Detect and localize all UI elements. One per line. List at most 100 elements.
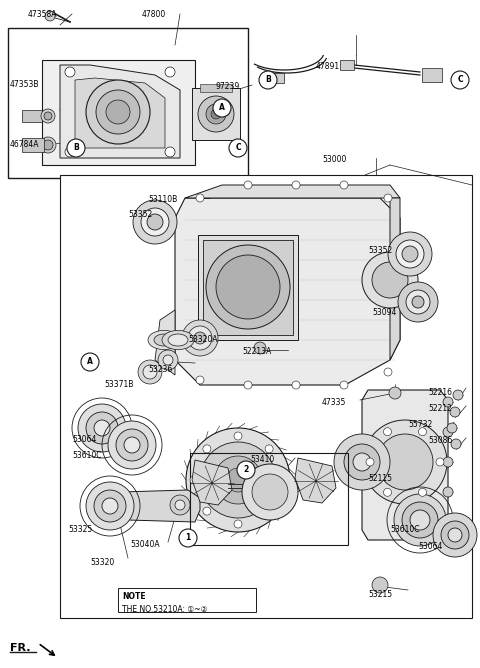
Circle shape [292,381,300,389]
Circle shape [196,194,204,202]
Circle shape [200,442,276,518]
Bar [422,68,442,82]
Circle shape [402,246,418,262]
Circle shape [334,434,390,490]
Text: 52212: 52212 [428,404,452,413]
Circle shape [292,181,300,189]
Circle shape [203,507,211,515]
Circle shape [198,96,234,132]
Circle shape [94,490,126,522]
Circle shape [229,139,247,157]
Circle shape [344,444,380,480]
Text: B: B [265,75,271,84]
Circle shape [44,112,52,120]
FancyArrowPatch shape [40,645,54,655]
Circle shape [419,428,427,436]
Text: 53064: 53064 [418,542,443,551]
Text: 53086: 53086 [428,436,452,445]
Circle shape [86,412,118,444]
Circle shape [384,368,392,376]
Circle shape [147,214,163,230]
Circle shape [433,513,477,557]
Circle shape [102,498,118,514]
Bar [190,453,348,545]
Circle shape [394,494,446,546]
Text: A: A [87,357,93,367]
Text: B: B [73,144,79,152]
Text: 52216: 52216 [428,388,452,397]
Circle shape [141,208,169,236]
Circle shape [133,200,177,244]
Polygon shape [185,185,400,198]
Bar [8,28,248,178]
Ellipse shape [162,331,194,349]
Ellipse shape [148,331,180,349]
Circle shape [43,140,53,150]
Bar [200,84,232,92]
Circle shape [163,355,173,365]
Ellipse shape [154,334,174,346]
Circle shape [65,147,75,157]
Circle shape [372,262,408,298]
Polygon shape [42,60,195,165]
Circle shape [388,232,432,276]
Text: 53110B: 53110B [148,195,177,204]
Circle shape [96,90,140,134]
Circle shape [443,397,453,407]
Ellipse shape [168,334,188,346]
Circle shape [410,510,430,530]
Text: 53352: 53352 [128,210,152,219]
Circle shape [182,320,218,356]
Text: 53215: 53215 [368,590,392,599]
Circle shape [216,255,280,319]
Bar [192,88,240,140]
Circle shape [363,420,447,504]
Circle shape [265,445,273,453]
Circle shape [186,428,290,532]
Polygon shape [75,78,165,148]
Text: FR.: FR. [10,643,31,653]
Text: 47800: 47800 [142,10,166,19]
Circle shape [65,67,75,77]
Circle shape [170,495,190,515]
Circle shape [259,71,277,89]
Polygon shape [390,198,400,360]
Circle shape [158,350,178,370]
Text: 53610C: 53610C [390,525,420,534]
Circle shape [450,407,460,417]
Bar [22,138,44,152]
Circle shape [138,360,162,384]
Circle shape [108,421,156,469]
Text: C: C [457,75,463,84]
Text: 53094: 53094 [372,308,396,317]
Circle shape [384,488,392,496]
Circle shape [244,381,252,389]
Circle shape [81,353,99,371]
Text: 1: 1 [185,534,191,542]
Circle shape [226,468,250,492]
Polygon shape [362,390,448,540]
Circle shape [86,80,150,144]
Text: 53236: 53236 [148,365,172,374]
Circle shape [389,387,401,399]
Circle shape [45,11,55,21]
Circle shape [78,404,126,452]
Circle shape [384,194,392,202]
Polygon shape [295,458,336,503]
Circle shape [451,439,461,449]
Text: 53325: 53325 [68,525,92,534]
Text: C: C [235,144,241,152]
Text: 53320: 53320 [90,558,114,567]
Text: 47358A: 47358A [28,10,58,19]
Polygon shape [192,460,232,505]
Circle shape [213,99,231,117]
Text: 55732: 55732 [408,420,432,429]
Circle shape [448,528,462,542]
Polygon shape [155,310,175,375]
Circle shape [441,521,469,549]
Circle shape [265,507,273,515]
Circle shape [443,457,453,467]
Text: 53610C: 53610C [72,451,101,460]
Circle shape [453,390,463,400]
Circle shape [67,139,85,157]
